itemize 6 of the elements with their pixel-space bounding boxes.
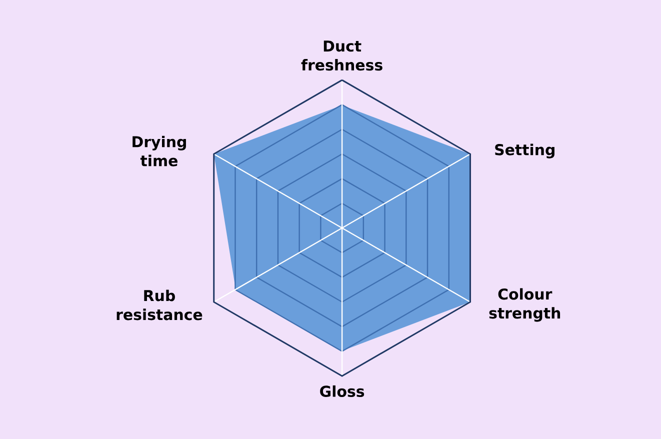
spoke-label: Setting xyxy=(495,144,554,158)
spoke-label: Rub resistance xyxy=(116,290,202,320)
spoke-label: Colour strength xyxy=(489,288,560,322)
spoke-label: Drying time xyxy=(132,136,186,166)
spoke-label: Gloss xyxy=(320,385,364,397)
spoke-label: Duct freshness xyxy=(301,40,382,71)
